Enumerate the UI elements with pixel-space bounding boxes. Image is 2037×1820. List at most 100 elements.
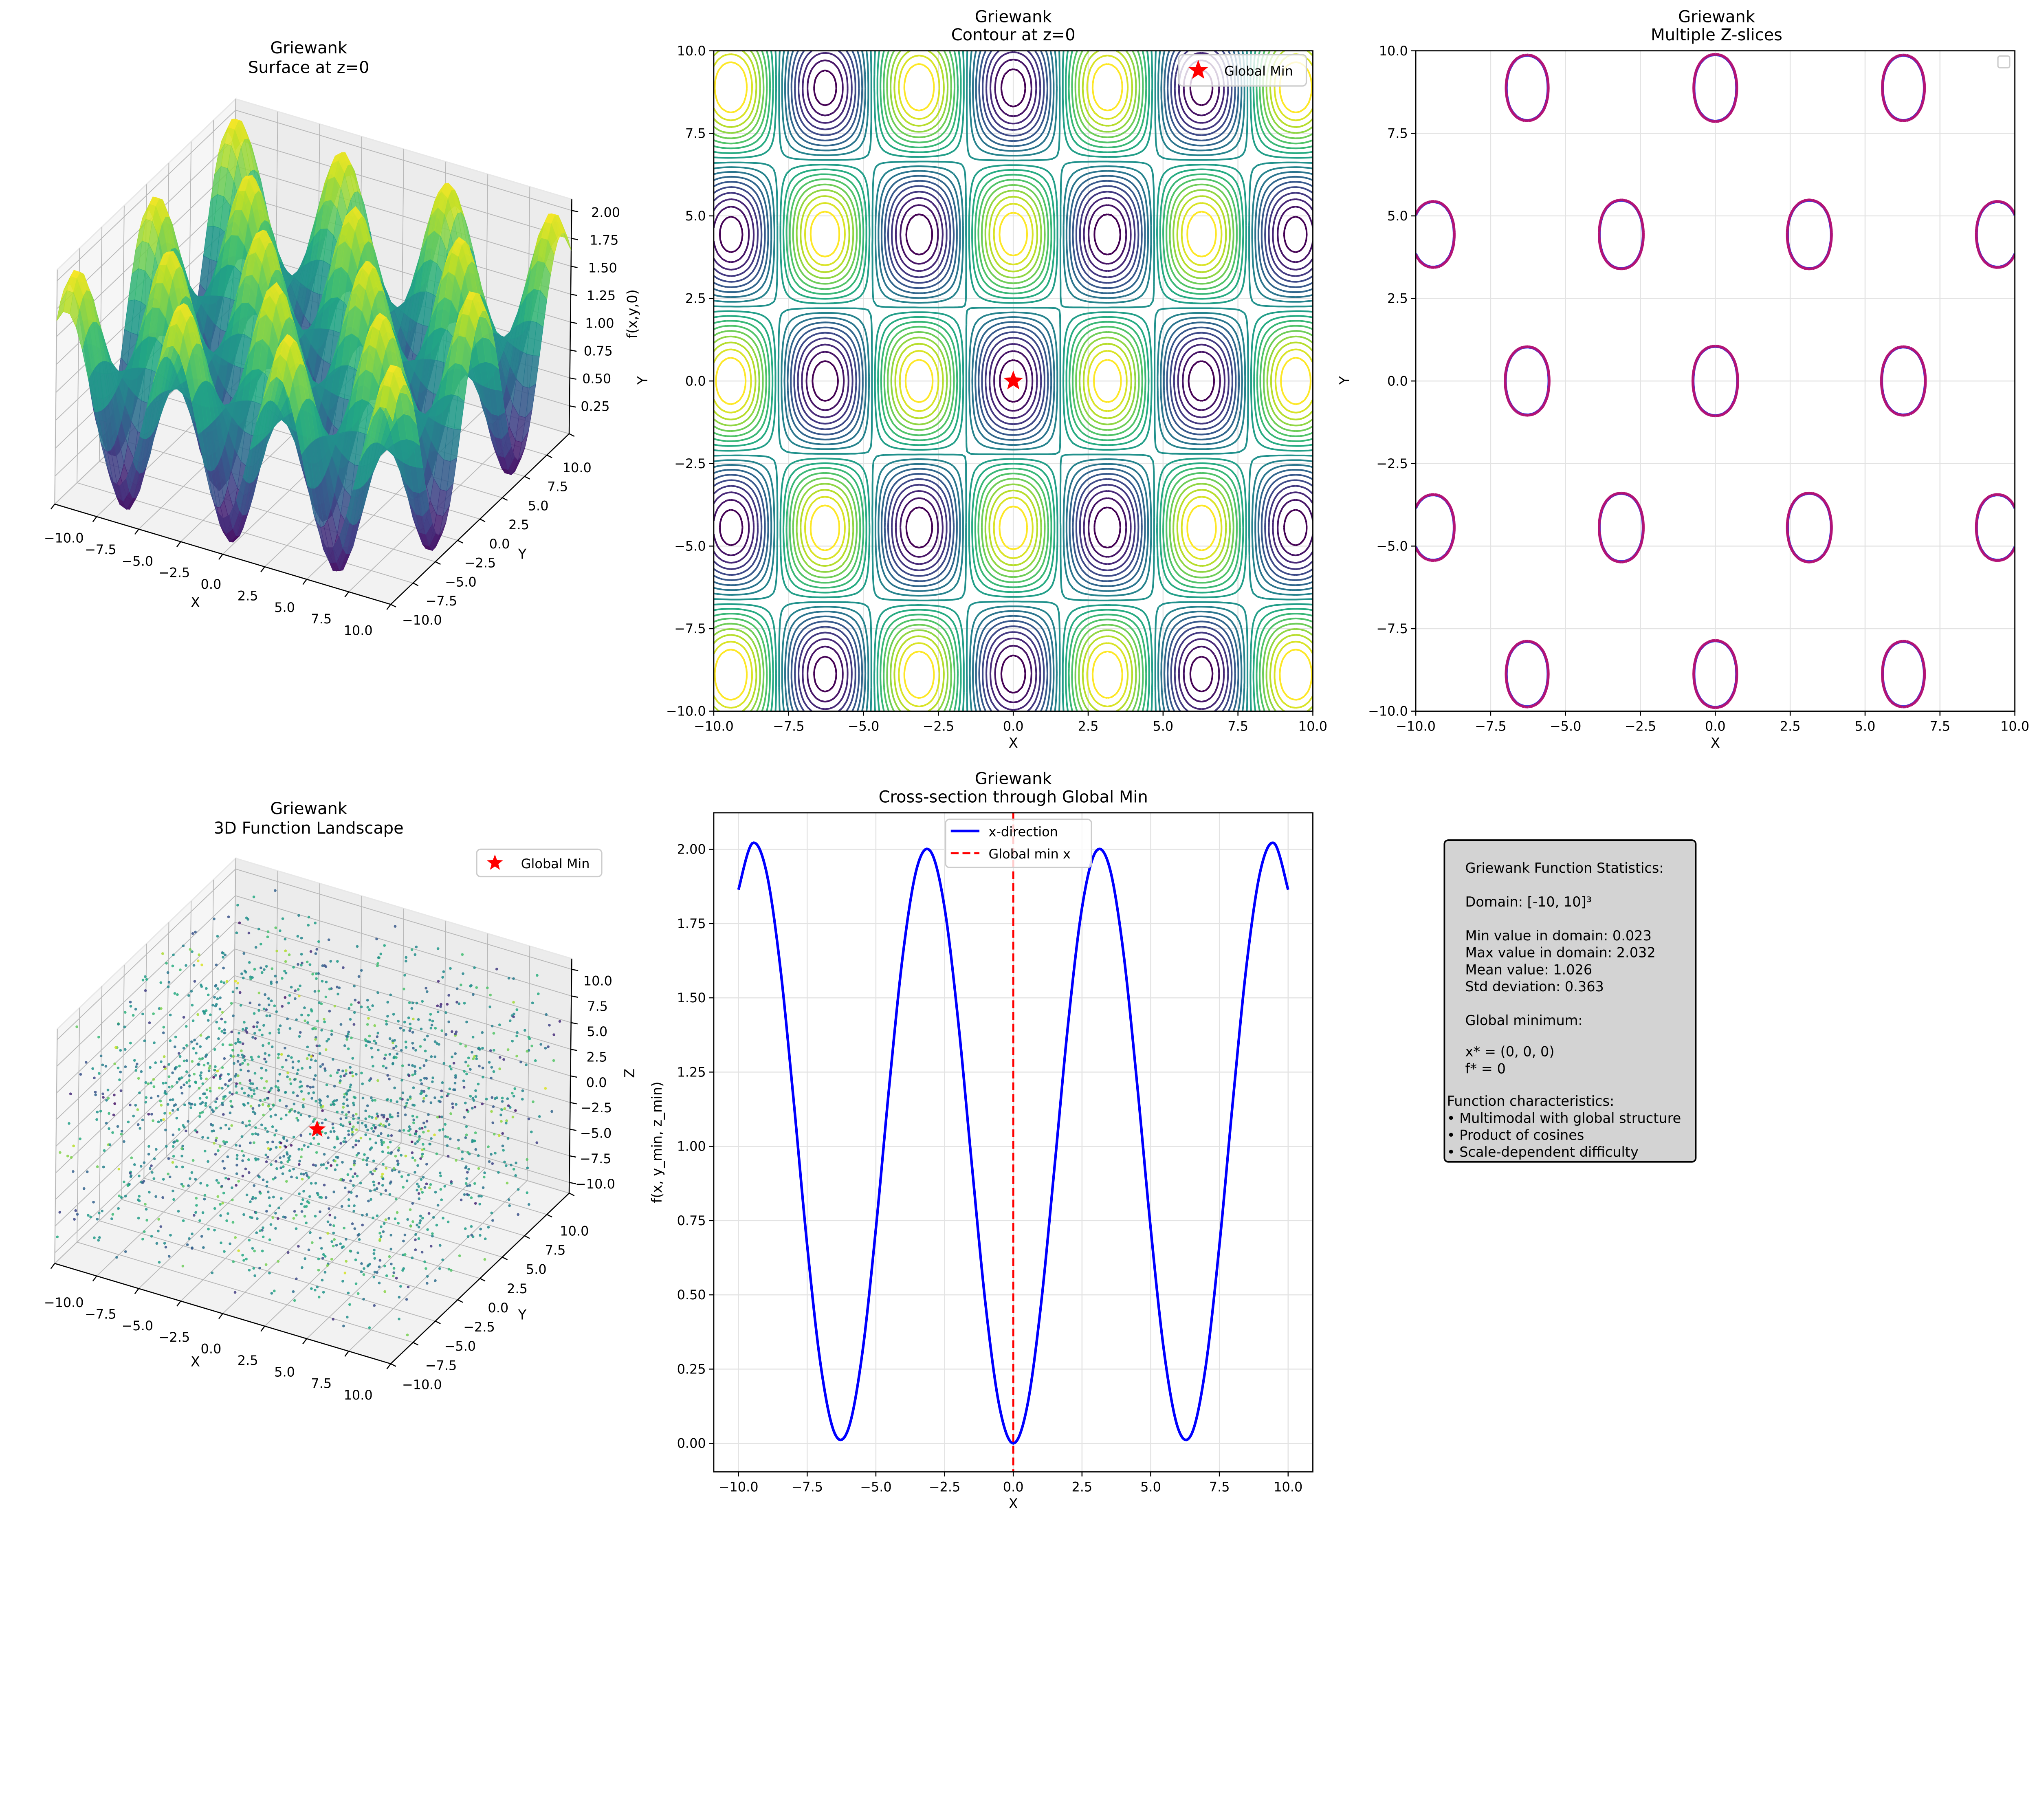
scatter-point xyxy=(215,1106,218,1109)
scatter-point xyxy=(308,1195,311,1198)
scatter-point xyxy=(403,988,405,990)
scatter-point xyxy=(133,1163,136,1166)
scatter-point xyxy=(190,1040,193,1043)
scatter-point xyxy=(299,1080,302,1083)
scatter-point xyxy=(299,1113,303,1116)
scatter-point xyxy=(328,988,331,990)
x-tick-label: −10.0 xyxy=(44,1295,84,1310)
scatter-point xyxy=(357,1140,360,1142)
scatter-point xyxy=(258,1004,261,1006)
z-tick-label: 2.5 xyxy=(587,1049,607,1065)
scatter-point xyxy=(284,938,287,941)
scatter-point xyxy=(382,1163,385,1166)
scatter-point xyxy=(129,1001,132,1004)
scatter-point xyxy=(235,1184,238,1187)
scatter-point xyxy=(300,953,303,956)
scatter-point xyxy=(141,1118,144,1122)
scatter-point xyxy=(221,1066,224,1069)
scatter-point xyxy=(203,1197,206,1201)
scatter-point xyxy=(242,1056,244,1059)
scatter-point xyxy=(287,1054,290,1058)
scatter-point xyxy=(261,1103,264,1106)
scatter-point xyxy=(223,1250,226,1253)
scatter-point xyxy=(389,1152,393,1155)
scatter-point xyxy=(447,1155,450,1158)
scatter-point xyxy=(124,1195,127,1198)
scatter-point xyxy=(314,1059,317,1062)
z-tick-mark xyxy=(569,405,576,408)
scatter-point xyxy=(466,1184,469,1188)
scatter-point xyxy=(123,1048,127,1051)
scatter-point xyxy=(145,1208,148,1211)
scatter-point xyxy=(352,1117,355,1120)
scatter-point xyxy=(273,1290,276,1292)
scatter-point xyxy=(101,1209,103,1213)
y-tick-label: −2.5 xyxy=(1376,456,1408,471)
scatter-point xyxy=(360,1072,363,1074)
scatter-point xyxy=(364,1133,367,1136)
scatter-point xyxy=(368,1263,371,1265)
scatter-point xyxy=(233,1062,235,1065)
scatter-point xyxy=(116,1125,119,1128)
scatter-point xyxy=(228,1079,231,1082)
scatter-point xyxy=(487,1145,490,1148)
scatter-point xyxy=(231,990,235,993)
scatter-point xyxy=(258,1266,261,1270)
scatter-point xyxy=(219,1203,222,1206)
scatter-point xyxy=(458,1002,461,1005)
scatter-point xyxy=(403,974,406,977)
scatter-point xyxy=(207,1062,209,1065)
scatter-point xyxy=(492,1070,495,1073)
scatter-point xyxy=(392,1046,395,1050)
x-tick-label: 7.5 xyxy=(311,1376,332,1391)
scatter-point xyxy=(234,1236,237,1239)
scatter-point xyxy=(539,1043,543,1046)
scatter-point xyxy=(277,1086,280,1089)
scatter-point xyxy=(136,1123,140,1126)
scatter-point xyxy=(201,1082,205,1085)
scatter-point xyxy=(407,1063,411,1067)
scatter-point xyxy=(279,1146,282,1149)
scatter-point xyxy=(373,1248,376,1252)
scatter-point xyxy=(379,1193,383,1196)
scatter-point xyxy=(502,1058,505,1061)
scatter-point xyxy=(324,1196,328,1199)
scatter-point xyxy=(294,989,297,992)
scatter-point xyxy=(154,1061,157,1064)
scatter-point xyxy=(378,1265,381,1268)
scatter-point xyxy=(545,1013,548,1016)
scatter-point xyxy=(442,1062,446,1065)
scatter-point xyxy=(361,1096,365,1100)
scatter-point xyxy=(293,1078,296,1081)
scatter-point xyxy=(290,1175,293,1179)
scatter-point xyxy=(183,1059,186,1063)
scatter-point xyxy=(160,1060,163,1063)
scatter-point xyxy=(362,1273,365,1276)
y-tick-label: 0.0 xyxy=(488,1300,508,1316)
scatter-point xyxy=(106,1088,110,1092)
scatter-point xyxy=(420,1178,423,1181)
scatter-point xyxy=(113,1094,116,1097)
y-tick-label: −2.5 xyxy=(674,456,706,471)
scatter-point xyxy=(309,1142,312,1145)
scatter-point xyxy=(312,1163,315,1166)
scatter-point xyxy=(416,1182,419,1186)
scatter-point xyxy=(252,1025,255,1028)
scatter-point xyxy=(266,1141,269,1144)
scatter-point xyxy=(213,996,216,999)
scatter-point xyxy=(235,1144,238,1147)
scatter-point xyxy=(377,1048,380,1052)
x-tick-label: 10.0 xyxy=(344,1387,373,1403)
scatter-point xyxy=(249,1105,253,1108)
scatter-point xyxy=(284,1216,287,1219)
scatter-point xyxy=(461,1157,464,1160)
scatter-point xyxy=(329,1223,332,1226)
scatter-point xyxy=(199,1182,202,1185)
scatter-point xyxy=(472,993,475,996)
scatter-point xyxy=(511,1116,515,1119)
scatter-point xyxy=(422,1131,425,1134)
scatter-point xyxy=(310,1241,314,1244)
scatter-point xyxy=(420,1091,423,1094)
scatter-point xyxy=(388,1053,392,1056)
scatter-point xyxy=(506,1182,509,1185)
